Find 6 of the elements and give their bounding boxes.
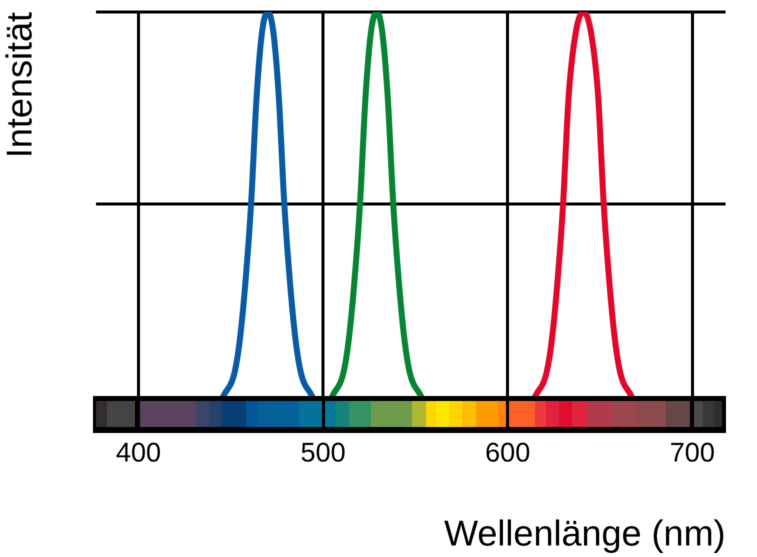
x-tick-label: 400 <box>116 438 161 468</box>
x-tick-label: 500 <box>300 438 346 468</box>
x-axis-title: Wellenlänge (nm) <box>444 512 726 554</box>
x-tick-label: 700 <box>670 438 715 468</box>
x-tick-label: 600 <box>485 438 530 468</box>
y-axis-title: Intensität <box>0 12 40 158</box>
